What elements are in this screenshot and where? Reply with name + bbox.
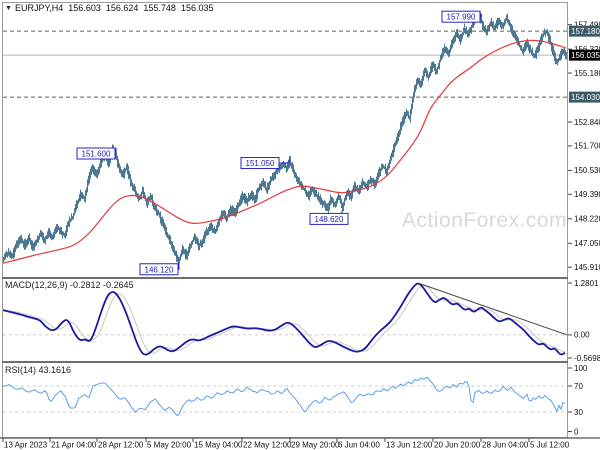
time-axis: 13 Apr 2023 21 Apr 04:00 28 Apr 12:00 5 May… bbox=[2, 438, 570, 450]
rsi-axis-label: 30 bbox=[574, 408, 583, 417]
price-annotation-text: 146.120 bbox=[145, 265, 174, 274]
high-value: 156.624 bbox=[105, 3, 139, 13]
y-axis-tick-label: 149.390 bbox=[574, 190, 600, 199]
y-axis-tick-label: 148.220 bbox=[574, 215, 600, 224]
time-axis-label: 6 Jun 04:00 bbox=[338, 441, 380, 450]
rsi-axis-label: 0 bbox=[574, 427, 579, 436]
price-bars bbox=[3, 11, 567, 265]
axis-level-box bbox=[569, 25, 600, 37]
price-level-lines bbox=[3, 30, 567, 98]
y-axis-tick-label: 147.050 bbox=[574, 239, 600, 248]
time-axis-label: 28 Jun 04:00 bbox=[482, 441, 529, 450]
price-down-triangle-icon: ▼ bbox=[5, 5, 12, 12]
chart-title: ▼ EURJPY,H4 156.603 156.624 155.748 156.035 bbox=[5, 3, 218, 13]
low-value: 155.748 bbox=[143, 3, 176, 13]
y-axis-tick-label: 150.530 bbox=[574, 166, 600, 175]
price-annotation-box bbox=[309, 212, 349, 225]
time-axis-label: 28 Apr 12:00 bbox=[98, 441, 144, 450]
watermark: ActionForex.com bbox=[402, 209, 568, 232]
panel-borders bbox=[0, 2, 600, 439]
time-axis-label: 13 Apr 2023 bbox=[4, 441, 48, 450]
y-axis-tick-label: 156.320 bbox=[574, 45, 600, 54]
time-axis-label: 22 May 12:00 bbox=[243, 441, 292, 450]
axis-level-box bbox=[569, 49, 600, 61]
price-annotation-text: 151.600 bbox=[82, 150, 111, 159]
y-axis-tick-label: 145.910 bbox=[574, 263, 600, 272]
close-value: 156.035 bbox=[180, 3, 214, 13]
axis-level-box bbox=[569, 91, 600, 103]
macd-panel bbox=[2, 282, 568, 356]
macd-trendline bbox=[417, 282, 568, 336]
ma-group bbox=[2, 39, 567, 264]
rsi-line bbox=[2, 376, 566, 417]
macd-signal-line bbox=[2, 285, 566, 354]
y-axis-tick-label: 157.490 bbox=[574, 20, 600, 29]
y-axis-tick-label: 152.840 bbox=[574, 118, 600, 127]
time-axis-label: 29 May 20:00 bbox=[291, 441, 340, 450]
macd-axis-label: -0.5698 bbox=[574, 354, 600, 363]
symbol-timeframe: EURJPY,H4 bbox=[14, 3, 64, 13]
rsi-axis-label: 70 bbox=[574, 382, 583, 391]
time-axis-label: 5 May 20:00 bbox=[147, 441, 192, 450]
price-annotations: 157.990 151.600 151.050 148.620 146.120 bbox=[76, 10, 482, 276]
rsi-panel bbox=[2, 376, 567, 417]
price-annotation-box bbox=[76, 147, 116, 160]
axis-level-box-label: 156.035 bbox=[571, 51, 600, 60]
price-annotation-text: 151.050 bbox=[246, 159, 275, 168]
price-y-axis: 157.490 156.320 155.180 152.840 151.700 150.5… bbox=[568, 20, 600, 272]
time-axis-label: 20 Jun 20:00 bbox=[434, 441, 481, 450]
price-annotation-text: 148.620 bbox=[315, 215, 344, 224]
time-axis-label: 15 May 04:00 bbox=[194, 441, 243, 450]
time-axis-label: 5 Jul 12:00 bbox=[530, 441, 570, 450]
moving-average-line bbox=[2, 39, 567, 264]
rsi-indicator-label: RSI(14) 43.1616 bbox=[5, 365, 72, 375]
open-value: 156.603 bbox=[68, 3, 101, 13]
price-annotation-box bbox=[441, 10, 481, 23]
price-annotation-box bbox=[240, 157, 280, 170]
macd-main-line bbox=[2, 282, 566, 356]
macd-indicator-label: MACD(12,26,9) -0.2812 -0.2645 bbox=[5, 280, 134, 290]
macd-axis-label: 1.2801 bbox=[574, 279, 599, 288]
y-axis-tick-label: 155.180 bbox=[574, 69, 600, 78]
axis-level-box-label: 157.180 bbox=[571, 27, 600, 36]
rsi-axis-label: 100 bbox=[574, 364, 588, 373]
price-annotation-box bbox=[139, 263, 179, 276]
price-annotation-text: 157.990 bbox=[447, 13, 476, 22]
macd-axis-label: 0.00 bbox=[574, 331, 590, 340]
axis-level-box-label: 154.030 bbox=[571, 93, 600, 102]
time-axis-label: 13 Jun 12:00 bbox=[386, 441, 433, 450]
y-axis-tick-label: 151.700 bbox=[574, 142, 600, 151]
time-axis-label: 21 Apr 04:00 bbox=[51, 441, 97, 450]
